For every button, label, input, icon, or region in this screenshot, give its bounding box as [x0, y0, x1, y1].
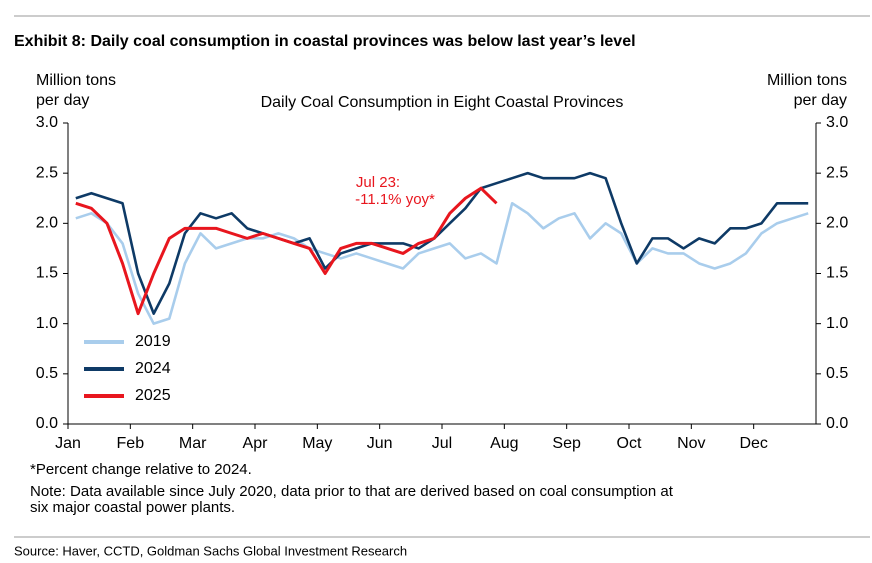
y-tick-label: 2.5 [36, 164, 58, 181]
y-tick-label: 2.0 [36, 215, 58, 232]
source: Source: Haver, CCTD, Goldman Sachs Globa… [14, 543, 407, 558]
annotation: Jul 23: [356, 174, 400, 191]
x-tick-label: Dec [739, 435, 767, 452]
annotation: -11.1% yoy* [355, 191, 435, 208]
x-tick-label: Jun [367, 435, 393, 452]
x-tick-label: Feb [117, 435, 145, 452]
note: six major coastal power plants. [30, 499, 235, 516]
series-line [75, 171, 809, 315]
note: Note: Data available since July 2020, da… [30, 483, 674, 500]
y-tick-label: 1.5 [36, 265, 58, 282]
legend-label: 2019 [135, 333, 171, 350]
y-tick-label: 1.0 [36, 315, 58, 332]
chart-subtitle: Daily Coal Consumption in Eight Coastal … [261, 94, 624, 111]
x-tick-label: Aug [490, 435, 518, 452]
y2-tick-label: 2.0 [826, 215, 848, 232]
y2-tick-label: 1.5 [826, 265, 848, 282]
legend-label: 2024 [135, 360, 171, 377]
y2-label: per day [794, 92, 847, 109]
y-tick-label: 0.0 [36, 415, 58, 432]
series-line [75, 186, 498, 316]
x-tick-label: Mar [179, 435, 207, 452]
series-line [75, 201, 809, 325]
x-tick-label: Jul [432, 435, 452, 452]
x-tick-label: Nov [677, 435, 705, 452]
x-tick-label: May [302, 435, 332, 452]
x-tick-label: Jan [55, 435, 81, 452]
note: *Percent change relative to 2024. [30, 461, 252, 478]
y-tick-label: 3.0 [36, 114, 58, 131]
y2-tick-label: 0.5 [826, 365, 848, 382]
y2-tick-label: 3.0 [826, 114, 848, 131]
y2-tick-label: 1.0 [826, 315, 848, 332]
x-tick-label: Apr [243, 435, 269, 452]
y-tick-label: 0.5 [36, 365, 58, 382]
y2-tick-label: 2.5 [826, 164, 848, 181]
x-tick-label: Oct [617, 435, 642, 452]
y2-label: Million tons [767, 72, 847, 89]
chart-title: Exhibit 8: Daily coal consumption in coa… [14, 33, 636, 50]
legend-label: 2025 [135, 387, 171, 404]
y2-tick-label: 0.0 [826, 415, 848, 432]
y-label: per day [36, 92, 89, 109]
y-label: Million tons [36, 72, 116, 89]
x-tick-label: Sep [552, 435, 581, 452]
